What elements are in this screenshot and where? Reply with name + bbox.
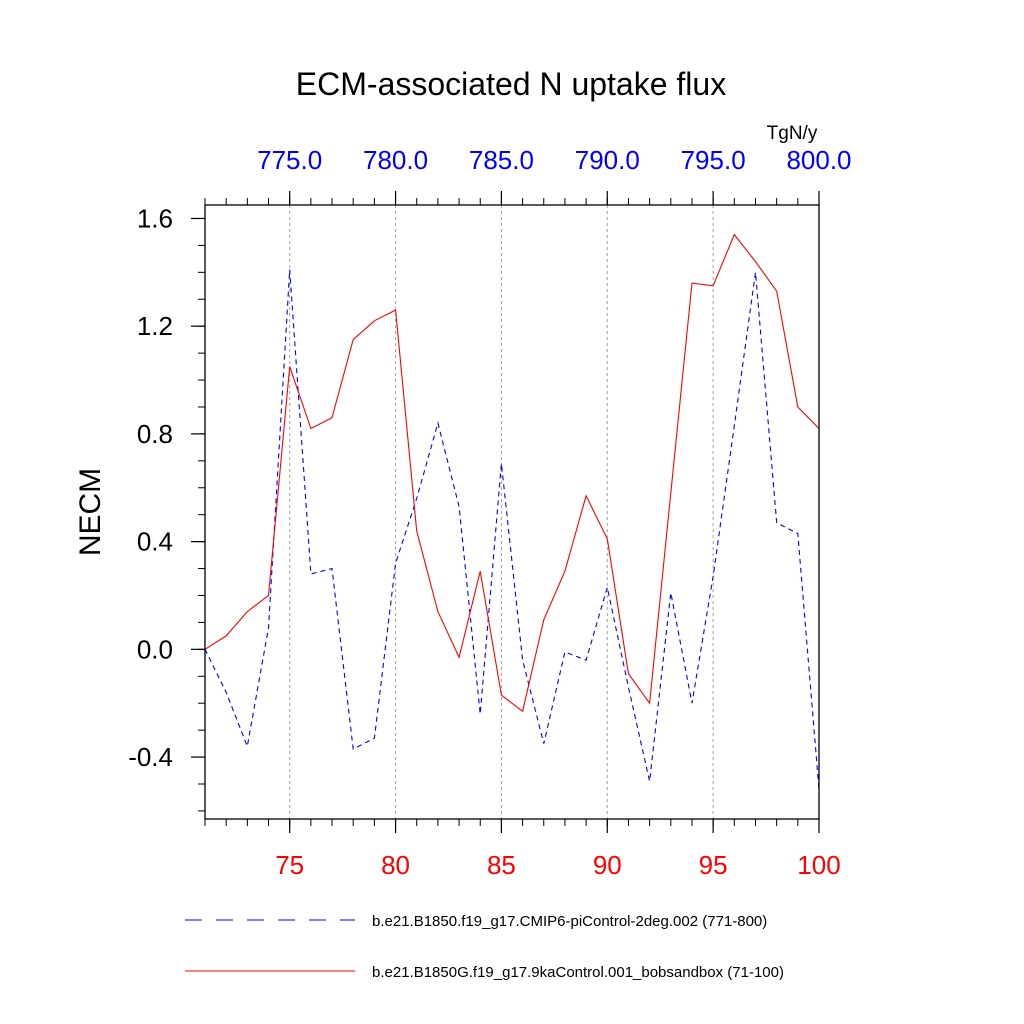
x-tick-label-bottom: 95 (699, 850, 728, 880)
y-axis-label: NECM (74, 468, 107, 556)
axis-tick-labels: 75 80 85 90 95 100 775.0 780.0 785.0 790.0 795.0 80… (128, 145, 851, 880)
y-tick-label: 1.2 (137, 311, 173, 341)
x-tick-label-top: 775.0 (257, 145, 322, 175)
x-tick-label-bottom: 75 (275, 850, 304, 880)
series-line-0 (204, 269, 820, 790)
series-line-1 (204, 233, 820, 713)
x-tick-label-top: 800.0 (786, 145, 851, 175)
legend: b.e21.B1850.f19_g17.CMIP6-piControl-2deg… (185, 913, 784, 981)
axis-ticks (191, 191, 820, 833)
vertical-grid (289, 205, 714, 819)
chart-title: ECM-associated N uptake flux (296, 66, 726, 102)
plot-frame (204, 204, 820, 820)
legend-label-0: b.e21.B1850.f19_g17.CMIP6-piControl-2deg… (372, 913, 767, 930)
legend-label-1: b.e21.B1850G.f19_g17.9kaControl.001_bobs… (372, 964, 784, 981)
series-layer (204, 233, 820, 790)
y-tick-label: -0.4 (128, 742, 173, 772)
x-tick-label-top: 790.0 (575, 145, 640, 175)
x-tick-label-top: 780.0 (363, 145, 428, 175)
units-label: TgN/y (767, 123, 818, 144)
y-tick-label: 0.4 (137, 527, 173, 557)
x-tick-label-bottom: 100 (797, 850, 840, 880)
x-tick-label-bottom: 80 (381, 850, 410, 880)
x-tick-label-top: 785.0 (469, 145, 534, 175)
y-tick-label: 0.8 (137, 419, 173, 449)
x-tick-label-bottom: 85 (487, 850, 516, 880)
x-tick-label-top: 795.0 (681, 145, 746, 175)
y-tick-label: 0.0 (137, 634, 173, 664)
x-tick-label-bottom: 90 (593, 850, 622, 880)
y-tick-label: 1.6 (137, 203, 173, 233)
